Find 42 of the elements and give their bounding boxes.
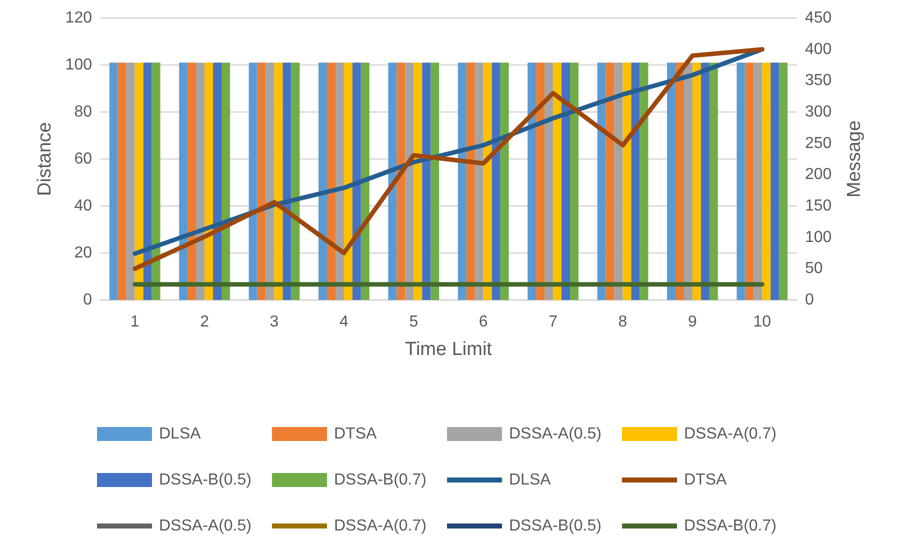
y2-tick-label: 100 bbox=[805, 228, 832, 246]
legend-label: DTSA bbox=[334, 426, 377, 442]
legend-label: DSSA-B(0.7) bbox=[684, 518, 776, 534]
legend-label: DLSA bbox=[159, 426, 202, 442]
x-tick-label: 4 bbox=[339, 314, 348, 330]
x-tick-label: 5 bbox=[409, 314, 418, 330]
y2-tick-label: 450 bbox=[805, 10, 832, 26]
y-tick-label: 60 bbox=[74, 150, 92, 168]
legend-label: DSSA-A(0.7) bbox=[684, 426, 776, 442]
x-tick-label: 3 bbox=[270, 314, 279, 330]
legend-label: DSSA-A(0.7) bbox=[334, 518, 426, 534]
y2-tick-label: 300 bbox=[805, 104, 832, 120]
y-tick-label: 100 bbox=[65, 56, 92, 74]
legend-label: DSSA-A(0.5) bbox=[159, 518, 252, 534]
y-tick-label: 80 bbox=[74, 104, 92, 120]
y2-axis-title: Message bbox=[844, 120, 865, 198]
y-tick-label: 0 bbox=[83, 292, 92, 308]
x-tick-label: 9 bbox=[688, 314, 697, 330]
legend-label: DSSA-B(0.7) bbox=[334, 472, 426, 488]
x-axis-title: Time Limit bbox=[405, 339, 493, 360]
y-tick-label: 40 bbox=[74, 198, 92, 214]
x-tick-label: 8 bbox=[618, 314, 628, 330]
x-tick-label: 2 bbox=[200, 314, 210, 330]
legend-label: DSSA-A(0.5) bbox=[509, 426, 602, 442]
y-axis-title: Distance bbox=[34, 122, 56, 196]
y2-tick-label: 200 bbox=[805, 166, 832, 184]
x-tick-label: 6 bbox=[478, 314, 488, 330]
y2-tick-label: 400 bbox=[805, 40, 832, 58]
x-tick-label: 10 bbox=[753, 314, 772, 330]
legend-label: DSSA-B(0.5) bbox=[509, 518, 602, 534]
x-tick-label: 1 bbox=[130, 314, 140, 330]
y-tick-label: 20 bbox=[74, 244, 92, 262]
y2-tick-label: 250 bbox=[805, 134, 832, 152]
y2-tick-label: 50 bbox=[805, 260, 823, 278]
legend-label: DLSA bbox=[509, 472, 552, 488]
y2-tick-label: 350 bbox=[805, 72, 832, 90]
legend-label: DTSA bbox=[684, 472, 727, 488]
y2-tick-label: 0 bbox=[805, 292, 814, 308]
y-tick-label: 120 bbox=[65, 10, 92, 26]
y2-tick-label: 150 bbox=[805, 198, 832, 214]
legend-label: DSSA-B(0.5) bbox=[159, 472, 252, 488]
x-tick-label: 7 bbox=[548, 314, 558, 330]
